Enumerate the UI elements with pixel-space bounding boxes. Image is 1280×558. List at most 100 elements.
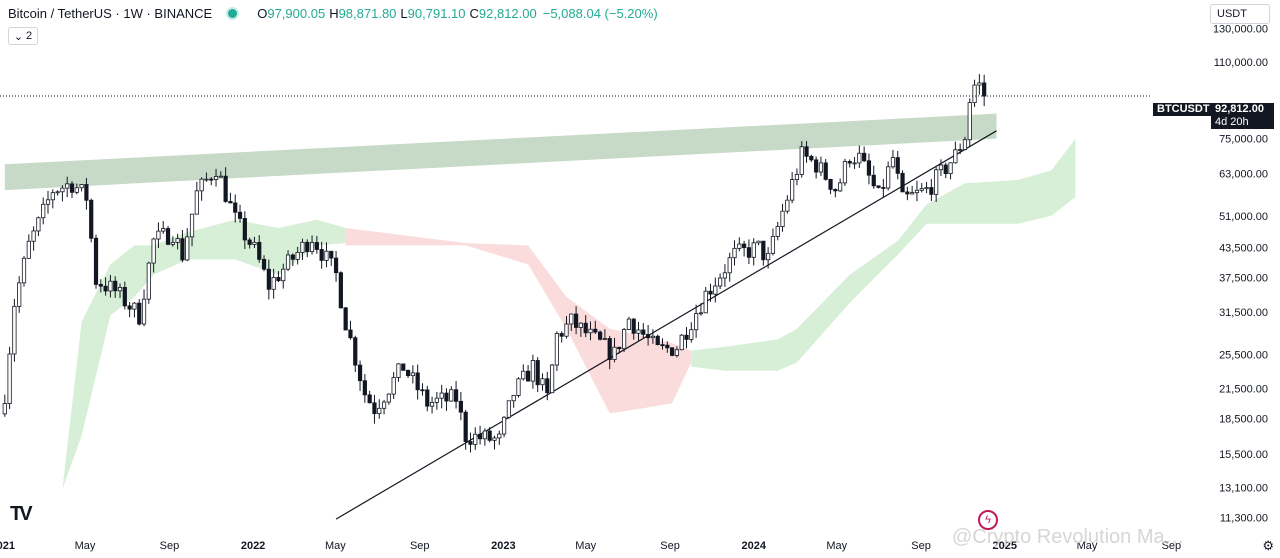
candle-up [41,203,46,219]
candle-up [703,290,708,314]
open-label: O [257,6,268,21]
candle-up [751,242,756,258]
candle-up [727,257,732,274]
candle-up [650,335,656,339]
candle-up [434,397,439,403]
candle-down [583,322,588,334]
candle-up [588,328,593,334]
candle-down [943,164,948,175]
candle-up [852,162,857,165]
candle-up [770,236,776,254]
candle-down [233,202,238,213]
candle-down [895,157,900,174]
candle-up [756,240,761,244]
x-tick-label: Sep [410,540,430,552]
currency-selector[interactable]: USDT [1210,4,1270,24]
x-tick-label: May [1077,540,1098,552]
candle-down [905,191,910,195]
candle-down [655,335,660,346]
candle-up [977,82,982,86]
indicator-collapse-button[interactable]: ⌄ 2 [8,27,38,45]
close-value: 92,812.00 [478,6,537,21]
candle-down [425,389,430,407]
candle-up [26,240,31,259]
candle-up [799,146,804,175]
price-tag-box: 92,812.00 4d 20h [1211,103,1274,129]
candle-down [137,302,142,325]
x-tick-label: 2023 [491,540,515,552]
candle-up [117,286,123,292]
candle-down [237,211,243,219]
candle-down [862,152,867,162]
resistance-band [4,113,997,191]
candle-up [31,230,36,242]
candle-down [261,258,267,270]
currency-label: USDT [1217,8,1247,20]
candle-down [463,411,468,442]
candle-up [204,178,209,181]
candle-down [545,378,550,394]
candle-down [809,155,814,161]
candle-down [746,247,752,258]
y-tick-label: 110,000.00 [1214,57,1268,69]
low-value: 90,791.10 [407,6,466,21]
candle-down [982,82,987,97]
y-tick-label: 15,500.00 [1219,449,1268,461]
candle-up [962,139,968,151]
candle-up [540,378,545,386]
candle-down [266,268,271,290]
change-value: −5,088.04 (−5.20%) [542,6,658,21]
candle-down [209,178,214,181]
candle-down [823,162,828,180]
candle-down [742,243,747,249]
candle-up [271,277,276,290]
x-tick-label: May [325,540,346,552]
symbol-title[interactable]: Bitcoin / TetherUS · 1W · BINANCE [8,6,213,21]
candle-up [170,241,175,245]
symbol-header: Bitcoin / TetherUS · 1W · BINANCE O 97,90… [8,6,658,21]
candle-down [881,187,886,189]
candle-up [775,226,780,237]
candle-down [593,328,598,333]
candle-down [357,364,363,382]
candle-up [713,285,718,295]
y-tick-label: 130,000.00 [1213,24,1268,36]
candle-up [910,192,915,195]
candle-up [766,252,771,261]
ichimoku-cloud-bullish-2021 [24,219,346,533]
y-tick-label: 31,500.00 [1219,307,1268,319]
candle-down [415,372,420,391]
candle-down [708,290,713,295]
gear-icon[interactable]: ⚙ [1262,538,1274,553]
candle-up [45,199,51,205]
candle-up [141,298,147,325]
candle-up [7,353,12,404]
candle-up [218,175,223,178]
candle-down [814,159,819,173]
candle-up [516,378,521,396]
candle-down [329,250,334,259]
candle-up [36,217,41,232]
x-tick-label: 2021 [0,540,15,552]
candle-up [295,251,300,260]
y-tick-label: 63,000.00 [1219,169,1268,181]
candle-down [122,286,127,307]
candle-up [953,149,958,164]
candle-up [636,329,641,334]
candle-up [890,157,896,168]
candle-up [194,190,199,215]
candle-up [718,277,723,287]
candle-up [737,243,742,249]
candle-down [290,254,295,260]
candle-down [833,188,838,192]
candle-up [780,210,785,227]
candle-up [497,433,502,439]
market-status-icon [226,7,240,20]
tradingview-logo-icon[interactable]: TV [10,503,32,525]
candle-up [698,312,704,315]
candle-up [309,242,315,253]
candle-up [2,403,7,415]
candle-up [578,322,583,328]
candle-up [12,305,17,355]
